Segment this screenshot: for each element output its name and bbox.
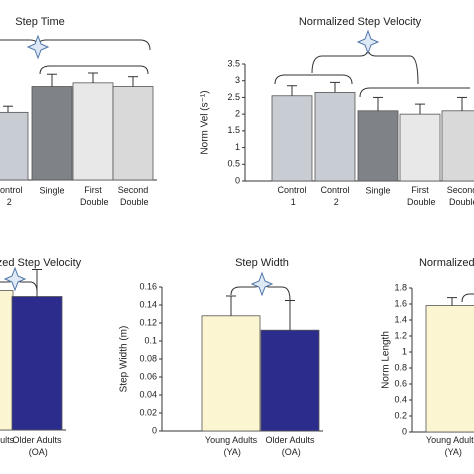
bar (441, 110, 474, 182)
y-tick-label: 3 (235, 75, 240, 85)
x-tick-label-line: First (84, 185, 102, 195)
x-tick-label: Single (39, 185, 64, 195)
y-tick-label: 1.8 (394, 282, 407, 292)
y-tick-label: 0.5 (227, 159, 240, 169)
x-tick-label-line: Control (320, 185, 349, 195)
significance-star (26, 34, 50, 60)
y-tick-label: 0.2 (394, 410, 407, 420)
x-tick-label: First Double (77, 185, 108, 207)
significance-star (3, 266, 27, 292)
x-tick-label-line: (YA) (442, 447, 462, 457)
x-tick-label-line: Older Adults (12, 435, 62, 445)
x-tick-label-line: Young Adults (426, 435, 474, 445)
y-tick-label: 0.12 (139, 317, 157, 327)
x-tick-label: Young Adults (YA) (426, 435, 474, 457)
x-tick-label-line: Control (0, 185, 23, 195)
x-tick-label-line: Double (404, 197, 435, 207)
y-tick-label: 0.16 (139, 281, 157, 291)
bar (271, 95, 313, 182)
x-tick-label: Control 1 (277, 185, 306, 207)
x-tick-label-line: 2 (331, 197, 339, 207)
x-tick-label-line: Double (77, 197, 108, 207)
x-tick-label: Control 2 (320, 185, 349, 207)
bar (357, 110, 399, 182)
y-tick-label: 1 (402, 346, 407, 356)
y-tick-label: 3.5 (227, 58, 240, 68)
bar (0, 111, 29, 181)
bar (201, 315, 261, 432)
x-tick-label-line: Second (447, 185, 474, 195)
y-axis-label: Norm Length (381, 331, 392, 389)
y-axis-label: Step Width (m) (119, 326, 130, 393)
x-tick-label: Older Adults (OA) (12, 435, 62, 457)
x-tick-label-line: (OA) (279, 447, 301, 457)
y-tick-label: 1.2 (394, 330, 407, 340)
bracket (311, 47, 419, 85)
y-axis-label: Norm Vel (s⁻¹) (200, 90, 211, 154)
y-tick-label: 0 (235, 175, 240, 185)
bar (0, 290, 14, 431)
y-tick-label: 2.5 (227, 92, 240, 102)
bar (399, 113, 441, 182)
chart-title: Normalized Step Velocity (299, 16, 422, 28)
x-tick-label-line: 1 (288, 197, 296, 207)
x-tick-label: Young Adults (YA) (0, 435, 15, 457)
x-tick-label: First Double (404, 185, 435, 207)
y-tick-label: 0.6 (394, 378, 407, 388)
bracket (359, 87, 470, 98)
x-tick-label: Second Double (117, 185, 148, 207)
y-tick-label: 0.14 (139, 299, 157, 309)
x-tick-label-line: Young Adults (205, 435, 258, 445)
x-tick-label: Second Double (446, 185, 474, 207)
decorations (0, 29, 474, 303)
bar (112, 86, 154, 181)
y-tick-label: 0.4 (394, 394, 407, 404)
y-tick-label: 2 (235, 109, 240, 119)
x-tick-label: Young Adults (YA) (205, 435, 258, 457)
x-tick-label: Control 2 (0, 185, 23, 207)
x-tick-label-line: Double (117, 197, 148, 207)
significance-star (250, 271, 274, 297)
x-tick-label: Single (365, 185, 390, 195)
chart-title: Normalized Step Velocity (0, 257, 82, 269)
x-tick-label-line: Control (277, 185, 306, 195)
x-tick-label-line: Double (446, 197, 474, 207)
bracket (274, 74, 353, 85)
bracket (461, 293, 474, 303)
y-tick-label: 1 (235, 142, 240, 152)
chart-title: Step Width (235, 257, 289, 269)
y-tick-label: 0.02 (139, 407, 157, 417)
bar (314, 92, 356, 182)
y-tick-label: 1.5 (227, 125, 240, 135)
y-tick-label: 1.6 (394, 298, 407, 308)
y-tick-label: 0 (402, 426, 407, 436)
y-tick-label: 0.8 (394, 362, 407, 372)
x-tick-label-line: Young Adults (0, 435, 15, 445)
bar (31, 86, 73, 181)
significance-star (356, 29, 380, 55)
chart-title: Step Time (15, 16, 65, 28)
y-tick-label: 0.1 (144, 335, 157, 345)
x-tick-label-line: 2 (4, 197, 12, 207)
bracket (0, 39, 151, 51)
x-tick-label-line: (OA) (26, 447, 48, 457)
bar (260, 329, 320, 432)
x-tick-label-line: First (411, 185, 429, 195)
bracket (39, 65, 149, 75)
y-tick-label: 0.04 (139, 389, 157, 399)
x-tick-label-line: Second (118, 185, 149, 195)
y-tick-label: 1.4 (394, 314, 407, 324)
bar (425, 305, 474, 433)
x-tick-label-line: Older Adults (265, 435, 315, 445)
bar (72, 82, 114, 181)
x-tick-label: Older Adults (OA) (265, 435, 315, 457)
y-tick-label: 0 (152, 425, 157, 435)
x-tick-label-line: (YA) (221, 447, 241, 457)
y-tick-label: 0.08 (139, 353, 157, 363)
bar (11, 296, 63, 431)
chart-title: Normalized Step Length (419, 257, 474, 269)
y-tick-label: 0.06 (139, 371, 157, 381)
